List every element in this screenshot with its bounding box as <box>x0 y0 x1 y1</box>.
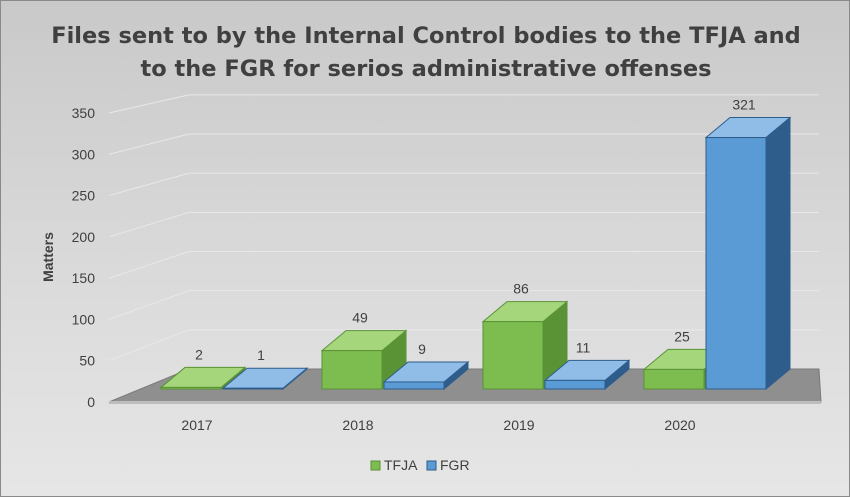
y-tick-label: 0 <box>87 394 95 410</box>
y-axis-label: Matters <box>40 232 56 282</box>
bar-fgr-2017-front <box>222 387 284 390</box>
data-label: 2 <box>195 346 203 362</box>
legend-label: FGR <box>440 457 470 473</box>
chart-floor-edge <box>109 401 821 404</box>
y-tick-label: 150 <box>72 270 96 286</box>
y-tick-label: 250 <box>72 188 96 204</box>
bar-tfja-2017-front <box>160 386 222 390</box>
bar-tfja-2020-front <box>643 368 705 390</box>
bar-fgr-2019 <box>543 359 631 391</box>
data-label: 1 <box>257 347 265 363</box>
y-tick-label: 100 <box>72 311 96 327</box>
data-label: 86 <box>513 281 529 297</box>
data-label: 49 <box>352 310 368 326</box>
gridline <box>108 172 190 197</box>
legend-label: TFJA <box>384 457 418 473</box>
x-tick-label: 2020 <box>664 417 695 433</box>
gridline <box>108 133 190 155</box>
bar-fgr-2018 <box>382 360 470 391</box>
data-label: 25 <box>674 328 690 344</box>
bar-fgr-2018-front <box>383 381 445 390</box>
bar-tfja-2018-front <box>321 350 383 390</box>
gridline <box>108 211 190 238</box>
legend-swatch <box>370 460 381 471</box>
y-tick-label: 50 <box>79 353 95 369</box>
gridline <box>108 329 190 362</box>
y-tick-label: 300 <box>72 146 96 162</box>
x-tick-label: 2017 <box>181 417 212 433</box>
legend: TFJA FGR <box>370 457 470 473</box>
x-tick-label: 2019 <box>503 417 534 433</box>
x-tick-label: 2018 <box>342 417 373 433</box>
bar-tfja-2017 <box>159 366 247 391</box>
data-label: 11 <box>576 339 591 355</box>
data-label: 9 <box>418 341 426 357</box>
bar-tfja-2018 <box>320 329 408 391</box>
y-tick-label: 200 <box>72 229 96 245</box>
chart-title-line-1: Files sent to by the Internal Control bo… <box>51 23 801 49</box>
bar-fgr-2019-front <box>544 379 606 390</box>
bar-fgr-2017 <box>221 367 309 391</box>
bar-tfja-2019-front <box>482 321 544 390</box>
gridline <box>108 94 190 114</box>
y-tick-label: 350 <box>72 105 96 121</box>
gridline <box>108 290 190 320</box>
bar-fgr-2020 <box>704 116 792 391</box>
chart-title-line-2: to the FGR for serios administrative off… <box>140 56 712 82</box>
bar-fgr-2020-side <box>765 116 791 391</box>
data-label: 321 <box>732 97 756 113</box>
gridline <box>108 251 190 279</box>
legend-swatch <box>426 460 437 471</box>
bar-fgr-2020-front <box>705 137 767 390</box>
